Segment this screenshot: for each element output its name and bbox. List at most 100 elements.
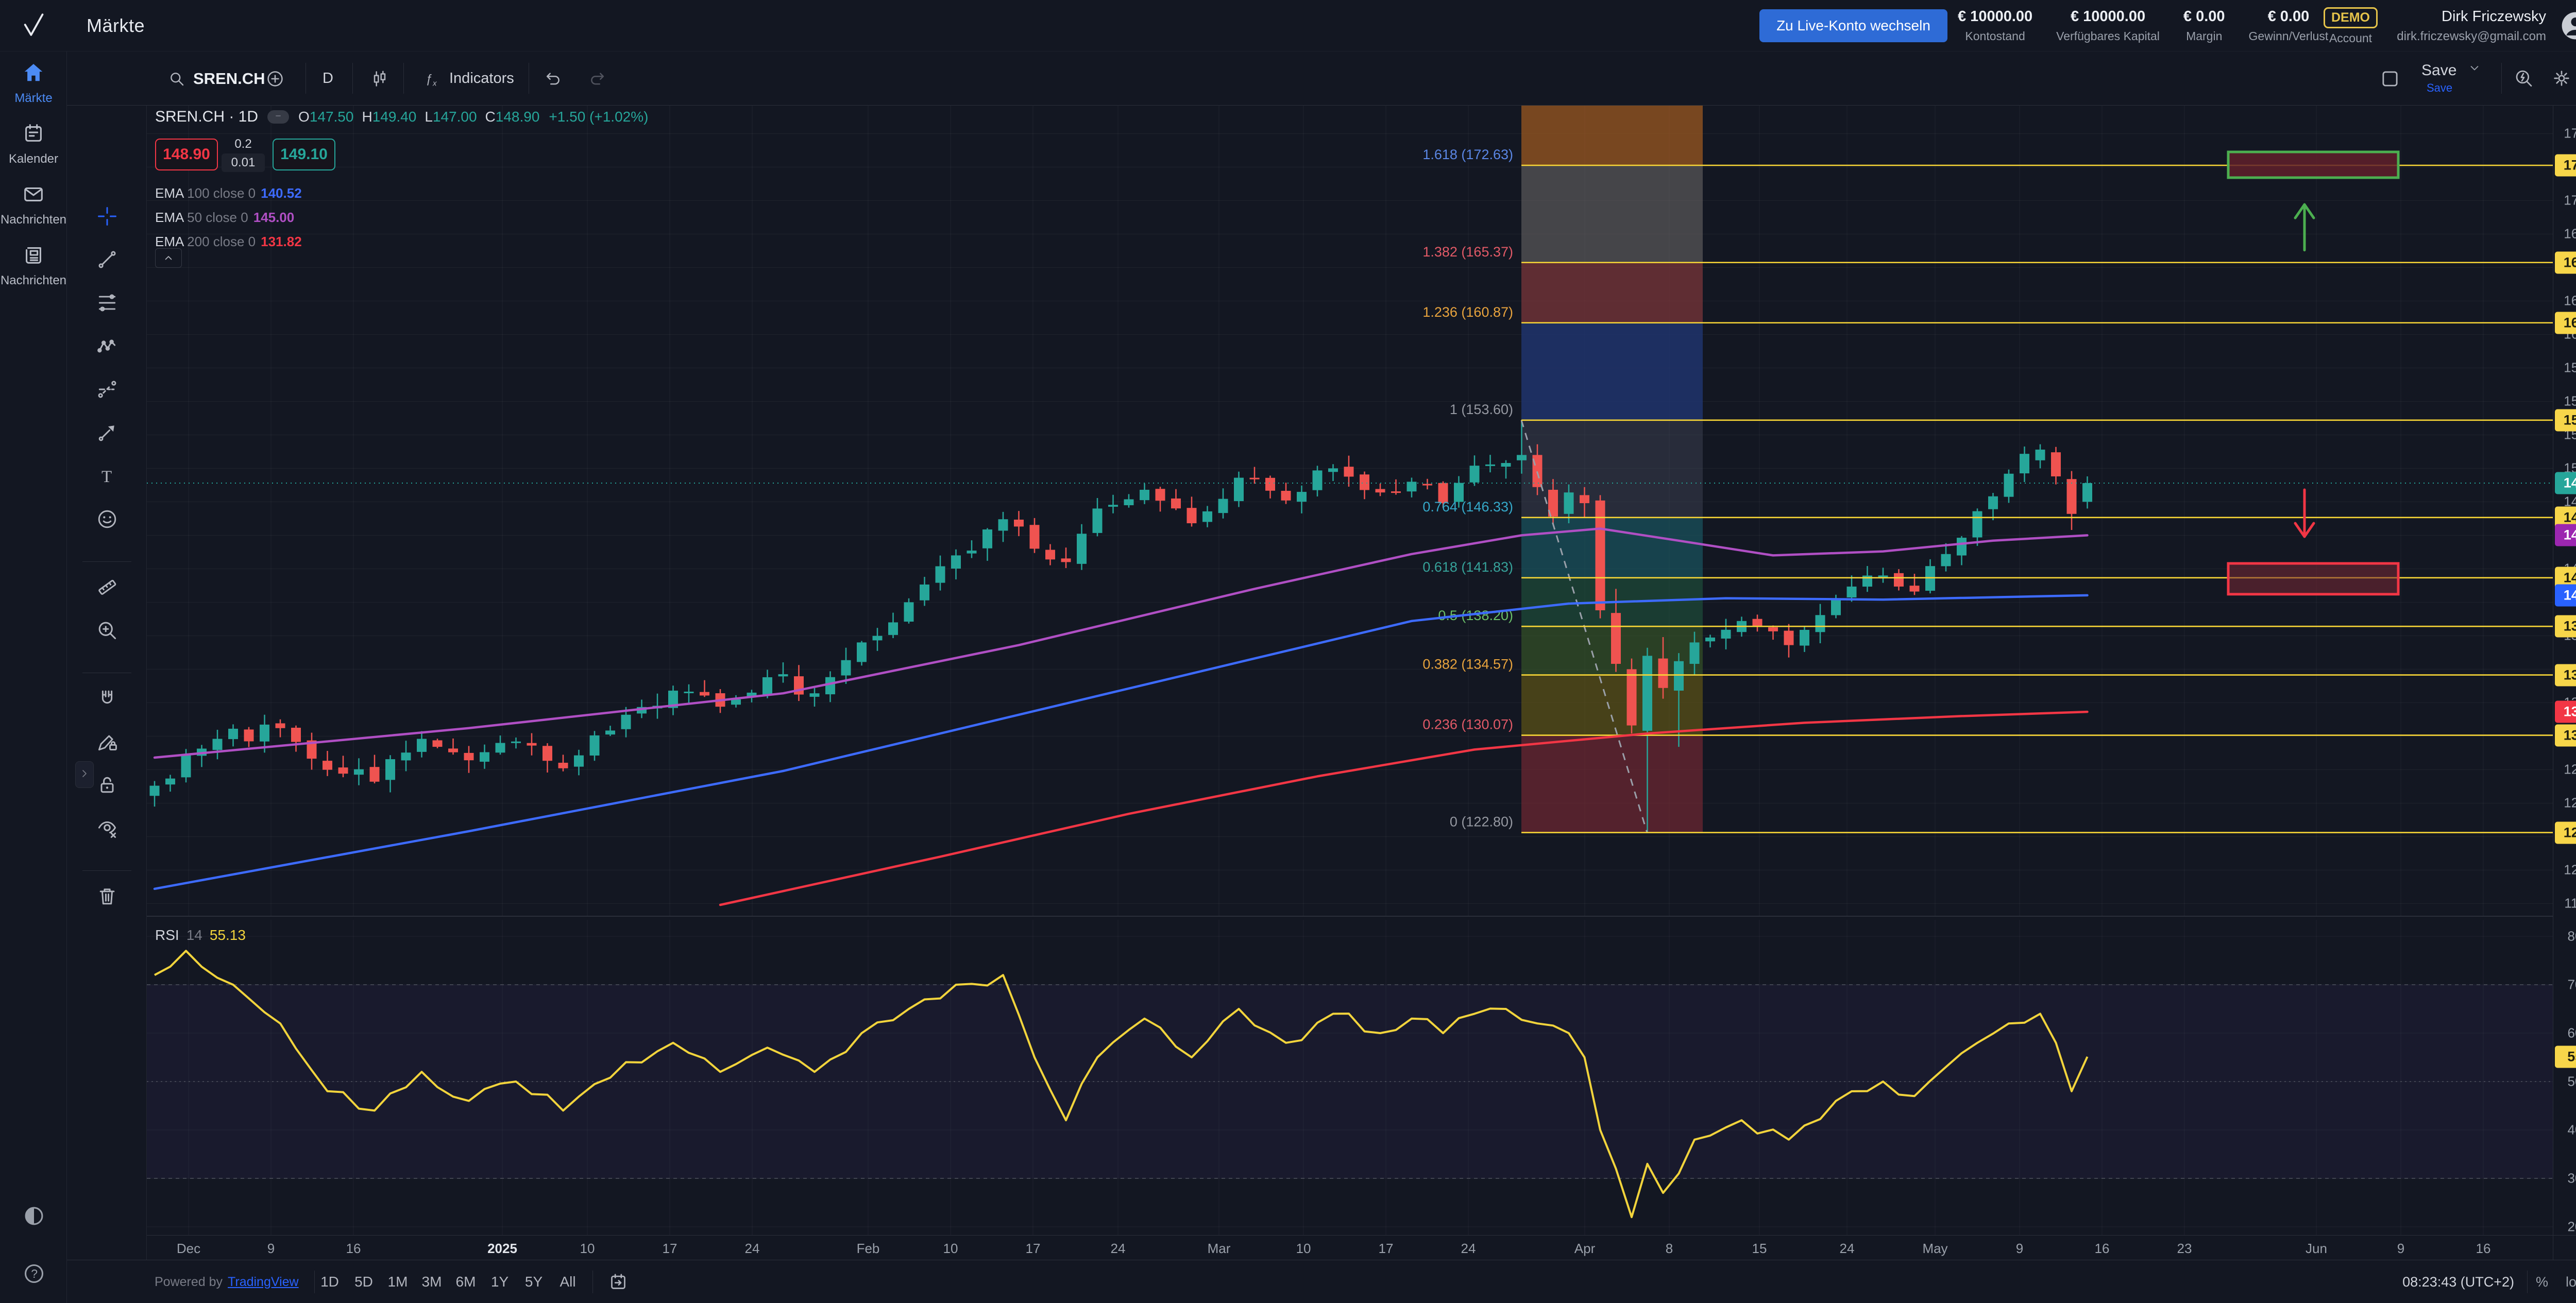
- time-tick-label: 8: [1665, 1241, 1673, 1256]
- price-tick-label: 127.50: [2564, 761, 2576, 777]
- eye-hide-icon[interactable]: [96, 817, 118, 839]
- change-value: +1.50 (+1.02%): [549, 109, 649, 125]
- compare-add-icon[interactable]: [265, 69, 285, 89]
- interval-button[interactable]: D: [323, 70, 333, 87]
- quick-search-icon[interactable]: [2513, 68, 2534, 89]
- time-tick-label: 17: [662, 1241, 677, 1256]
- time-tick-label: 9: [2397, 1241, 2405, 1256]
- layout-select-icon[interactable]: [2379, 68, 2401, 90]
- pane-separator[interactable]: [147, 916, 2553, 917]
- theme-toggle-icon[interactable]: [22, 1204, 46, 1228]
- price-badge: 131.82: [2555, 700, 2576, 723]
- range-button-1d[interactable]: 1D: [320, 1274, 339, 1290]
- sidebar-item-nachrichten[interactable]: Nachrichten: [0, 182, 67, 227]
- stat-value: € 10000.00: [2070, 8, 2146, 25]
- indicator-row-ema-50[interactable]: EMA 50 close 0 145.00: [155, 210, 295, 225]
- account-stat: € 0.00 Margin: [2183, 8, 2225, 43]
- price-badge: 138.20: [2555, 615, 2576, 638]
- ohlc-values: O147.50 H149.40 L147.00 C148.90: [298, 109, 539, 125]
- avatar[interactable]: [2558, 9, 2576, 43]
- time-tick-label: 10: [580, 1241, 595, 1256]
- clock[interactable]: 08:23:43 (UTC+2): [2402, 1274, 2514, 1290]
- price-badge: 134.57: [2555, 664, 2576, 687]
- magnet-icon[interactable]: [96, 687, 118, 710]
- legend-collapse-button[interactable]: [155, 248, 182, 268]
- price-tick-label: 147.50: [2564, 493, 2576, 509]
- zoom-in-icon[interactable]: [96, 619, 118, 642]
- time-tick-label: May: [1922, 1241, 1948, 1256]
- crosshair-icon[interactable]: [96, 205, 118, 228]
- sidebar-item-kalender[interactable]: Kalender: [0, 122, 67, 166]
- bottom-divider: [314, 1271, 315, 1293]
- rsi-pane-canvas[interactable]: [147, 920, 2553, 1235]
- range-button-5y[interactable]: 5Y: [524, 1274, 543, 1290]
- arrow-marker-icon[interactable]: [96, 421, 118, 444]
- legend-symbol[interactable]: SREN.CH · 1D: [155, 108, 259, 125]
- time-tick-label: 24: [1110, 1241, 1126, 1256]
- range-button-5d[interactable]: 5D: [354, 1274, 373, 1290]
- legend-visibility-toggle[interactable]: [267, 110, 290, 124]
- indicator-row-ema-100[interactable]: EMA 100 close 0 140.52: [155, 185, 302, 201]
- fib-retracement-icon[interactable]: [96, 292, 118, 314]
- price-tick-label: 125.00: [2564, 795, 2576, 811]
- svg-text:T: T: [101, 468, 112, 486]
- buy-button[interactable]: 149.10: [273, 139, 335, 170]
- help-icon[interactable]: ?: [22, 1262, 46, 1285]
- time-tick-label: 15: [1752, 1241, 1767, 1256]
- symbol-search-button[interactable]: SREN.CH: [167, 52, 265, 106]
- rsi-legend: RSI 14 55.13: [155, 927, 246, 943]
- price-tick-label: 177.50: [2554, 106, 2576, 108]
- log-scale-button[interactable]: log: [2565, 1274, 2576, 1290]
- undo-icon[interactable]: [544, 69, 563, 89]
- range-button-all[interactable]: All: [560, 1274, 576, 1290]
- trend-line-icon[interactable]: [96, 248, 118, 271]
- range-button-6m[interactable]: 6M: [455, 1274, 476, 1290]
- app-sidebar: Märkte Kalender Nachrichten Nachrichten: [0, 52, 67, 1303]
- tradingview-link[interactable]: TradingView: [228, 1274, 299, 1289]
- emoji-icon[interactable]: [96, 508, 118, 530]
- forecast-icon[interactable]: [96, 378, 118, 401]
- indicator-row-ema-200[interactable]: EMA 200 close 0 131.82: [155, 234, 302, 249]
- main-chart-canvas[interactable]: 1.618 (172.63) 1.382 (165.37) 1.236 (160.8…: [147, 106, 2553, 916]
- account-stat: € 10000.00 Kontostand: [1958, 8, 2032, 43]
- redo-icon[interactable]: [587, 69, 607, 89]
- quote-panel: 148.90 0.2 0.01 149.10: [155, 137, 335, 172]
- chevron-up-icon: [162, 252, 175, 264]
- home-icon: [22, 61, 45, 84]
- bottom-divider: [592, 1271, 593, 1293]
- sell-button[interactable]: 148.90: [155, 139, 218, 170]
- collapse-drawing-toolbar-button[interactable]: [75, 761, 94, 788]
- switch-to-live-account-button[interactable]: Zu Live-Konto wechseln: [1759, 9, 1947, 42]
- go-to-date-icon[interactable]: [608, 1272, 629, 1292]
- draw-lock-icon[interactable]: [96, 730, 118, 753]
- range-button-1y[interactable]: 1Y: [490, 1274, 509, 1290]
- stat-value: € 0.00: [2183, 8, 2225, 25]
- lock-icon[interactable]: [96, 774, 118, 796]
- sidebar-item-märkte[interactable]: Märkte: [0, 61, 67, 106]
- account-label: Account: [2329, 31, 2372, 45]
- user-name: Dirk Friczewsky: [2442, 8, 2546, 25]
- tool-separator: [82, 870, 131, 871]
- range-button-1m[interactable]: 1M: [387, 1274, 408, 1290]
- xabcd-pattern-icon[interactable]: [96, 335, 118, 357]
- chevron-down-icon: [2467, 61, 2482, 75]
- range-button-3m[interactable]: 3M: [421, 1274, 442, 1290]
- chart-type-candles-icon[interactable]: [370, 69, 389, 89]
- trash-icon[interactable]: [96, 885, 118, 907]
- time-tick-label: 24: [1461, 1241, 1476, 1256]
- text-tool-icon[interactable]: T: [96, 465, 118, 487]
- price-scale[interactable]: 177.50175.00170.00167.50162.50160.00157.…: [2554, 106, 2576, 1260]
- rsi-tick-label: 30.00: [2567, 1170, 2576, 1186]
- ruler-icon[interactable]: [96, 576, 118, 598]
- settings-gear-icon[interactable]: [2551, 68, 2572, 89]
- rsi-tick-label: 70.00: [2567, 976, 2576, 992]
- rsi-tick-label: 40.00: [2567, 1122, 2576, 1138]
- save-button[interactable]: Save Save: [2421, 61, 2482, 94]
- save-status: Save: [2427, 81, 2453, 94]
- percent-scale-button[interactable]: %: [2535, 1274, 2548, 1290]
- time-axis[interactable]: Dec 9 16 2025 10 17 24 Feb 10 17 24 Mar 10 17 24 Apr 8 15…: [147, 1236, 2553, 1260]
- sidebar-item-nachrichten[interactable]: Nachrichten: [0, 243, 67, 288]
- attribution: Powered by TradingView: [155, 1274, 299, 1289]
- user-info: Dirk Friczewsky dirk.friczewsky@gmail.co…: [2397, 0, 2546, 52]
